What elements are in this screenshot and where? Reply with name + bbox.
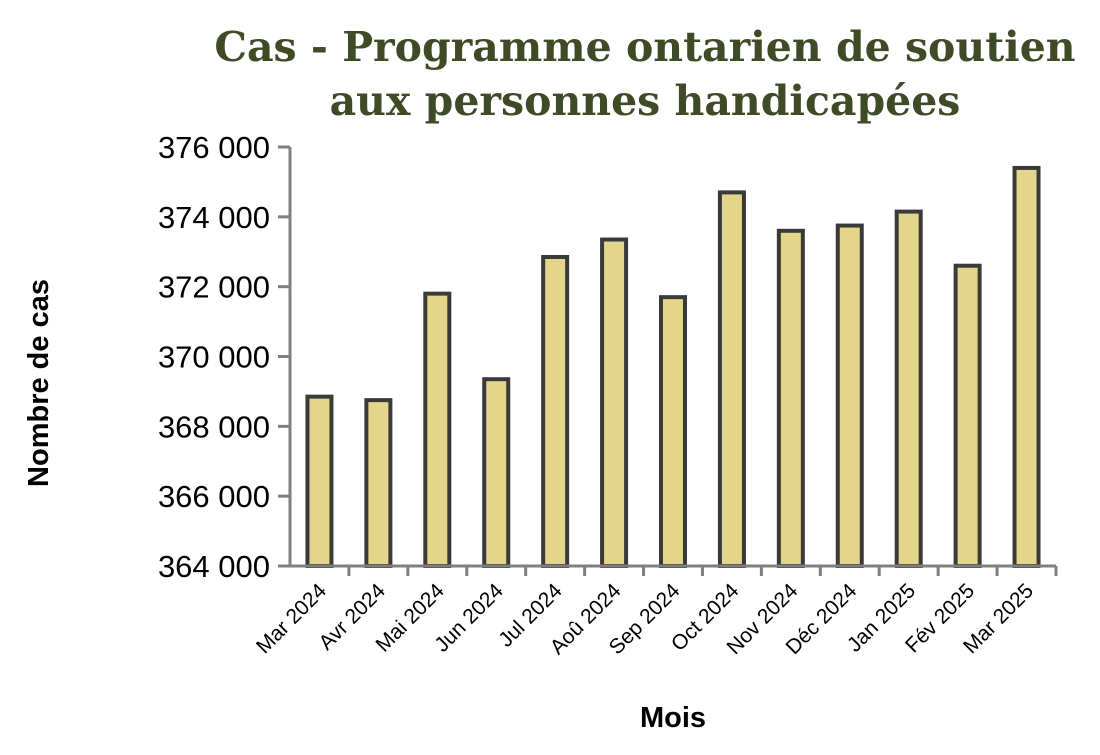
y-tick-label: 370 000	[158, 340, 270, 375]
bar-0	[305, 394, 334, 569]
y-tick-label: 374 000	[158, 200, 270, 235]
axes-layer	[278, 145, 1058, 576]
bar-10	[894, 209, 923, 569]
x-axis-title: Mois	[640, 702, 706, 734]
bar-4	[541, 254, 570, 568]
y-tick-label: 368 000	[158, 409, 270, 444]
y-tick-label: 372 000	[158, 270, 270, 305]
bar-9	[835, 223, 864, 568]
chart-title-line-1: Cas - Programme ontarien de soutien	[214, 23, 1075, 71]
bar-2	[423, 291, 452, 568]
bars-layer	[305, 165, 1041, 569]
y-tick-label: 364 000	[158, 549, 270, 584]
bar-1	[364, 398, 393, 569]
bar-8	[776, 228, 805, 569]
y-tick-label: 366 000	[158, 479, 270, 514]
x-tick-label: Mar 2024	[252, 579, 331, 658]
bar-7	[717, 190, 746, 568]
bar-12	[1012, 165, 1041, 568]
chart-title-line-2: aux personnes handicapées	[330, 77, 961, 125]
bar-11	[953, 263, 982, 568]
y-axis-title: Nombre de cas	[23, 279, 55, 487]
bar-5	[600, 237, 629, 568]
y-tick-label: 376 000	[158, 130, 270, 165]
bar-3	[482, 377, 511, 568]
bar-6	[659, 295, 687, 568]
